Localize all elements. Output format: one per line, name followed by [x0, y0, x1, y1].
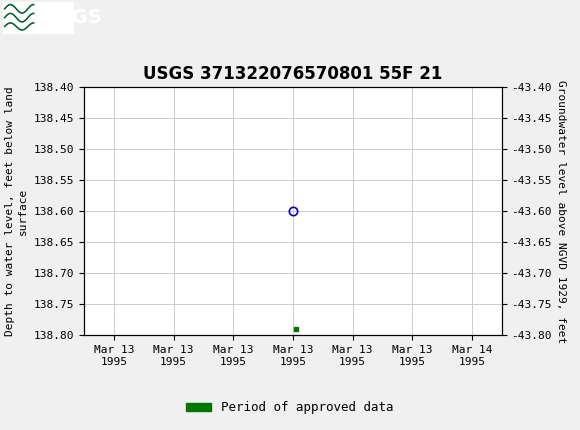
Y-axis label: Groundwater level above NGVD 1929, feet: Groundwater level above NGVD 1929, feet: [556, 80, 566, 343]
Y-axis label: Depth to water level, feet below land
surface: Depth to water level, feet below land su…: [5, 86, 28, 336]
Title: USGS 371322076570801 55F 21: USGS 371322076570801 55F 21: [143, 64, 443, 83]
Text: USGS: USGS: [42, 8, 102, 27]
Legend: Period of approved data: Period of approved data: [181, 396, 399, 419]
FancyBboxPatch shape: [3, 2, 72, 34]
